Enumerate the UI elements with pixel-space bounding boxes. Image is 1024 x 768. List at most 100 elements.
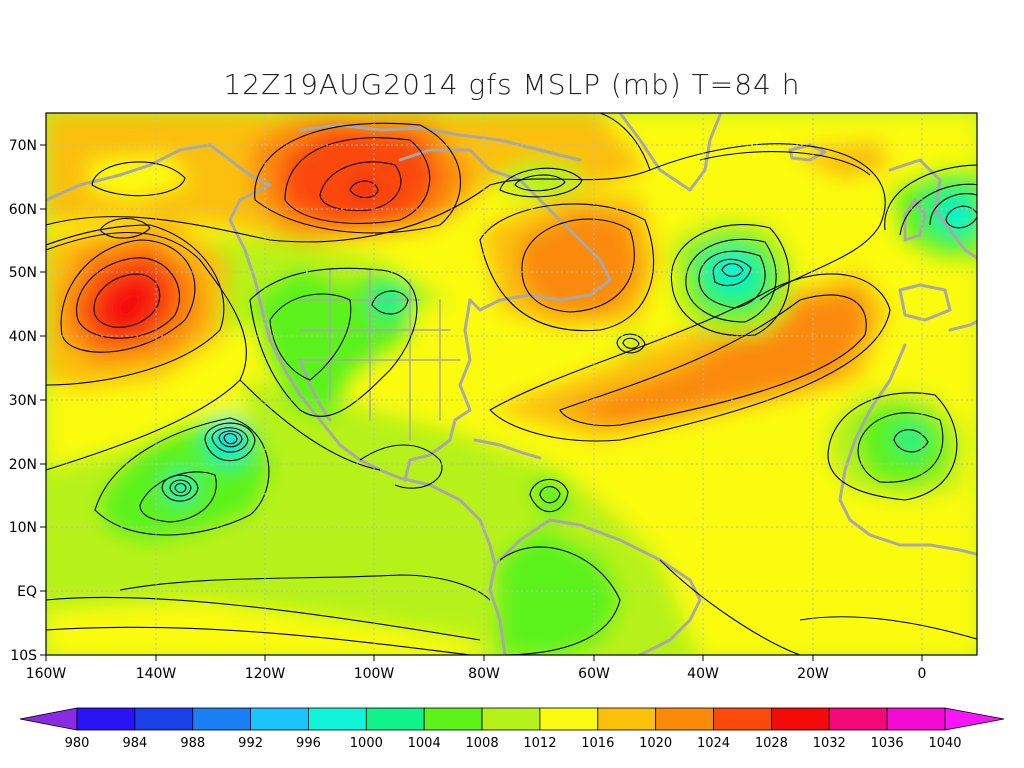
lon-label: 120W — [245, 666, 286, 682]
isobar-north-1020 — [46, 113, 651, 243]
colorbar-swatch — [423, 707, 483, 731]
isobar-atlantic-low-1008 — [685, 238, 777, 323]
isobars — [46, 113, 977, 655]
colorbar-level-label: 980 — [65, 736, 90, 751]
isobar-sahara-1012 — [827, 392, 958, 501]
isobar-hawaii-r3 — [218, 430, 243, 448]
isobar-us-west-1008 — [269, 293, 352, 381]
coast-europe — [888, 158, 977, 260]
colorbar: 980 984 988 992 996 1000 1004 1008 1012 1016 1020 1… — [19, 707, 1005, 751]
isobar-canada-1030 — [319, 161, 402, 212]
colorbar-level-label: 1028 — [755, 736, 788, 751]
coast-north-america-west — [228, 218, 497, 567]
coast-baja — [298, 358, 332, 422]
colorbar-swatch — [828, 707, 888, 731]
isobar-atlantic-low-1000 — [712, 258, 752, 286]
isobar-tropic-1012 — [46, 626, 471, 655]
colorbar-swatch — [597, 707, 657, 731]
isobar-hawaii2-r2 — [169, 479, 192, 497]
isobar-pacific-1020 — [46, 224, 225, 386]
colorbar-swatch — [771, 707, 830, 731]
lon-label: 0 — [918, 666, 927, 682]
isobar-tropic-1016 — [46, 596, 481, 641]
isobar-us-west-1012 — [249, 267, 418, 417]
isobar-hudson-1020 — [479, 203, 655, 332]
us-state-lines — [299, 269, 461, 441]
lat-label: 30N — [9, 393, 37, 409]
isobar-tropic-1014 — [119, 574, 491, 601]
isobar-canada-1032 — [349, 180, 379, 199]
lon-label: 80W — [468, 666, 500, 682]
isobar-labrador-low — [499, 167, 583, 198]
lat-label: 10N — [9, 520, 37, 536]
isobar-hawaii-r2 — [211, 427, 249, 453]
colorbar-swatch — [76, 707, 136, 731]
isobar-europe-1004 — [929, 193, 977, 226]
colorbar-swatch — [250, 707, 309, 731]
colorbar-min-arrow — [19, 707, 78, 731]
colorbar-max-arrow — [944, 707, 1005, 731]
isobar-hawaii-r1 — [204, 422, 256, 462]
colorbar-swatch — [308, 707, 367, 731]
atlantic-1024-ridge — [560, 290, 870, 425]
coast-cuba — [473, 438, 542, 460]
map-title: 12Z19AUG2014 gfs MSLP (mb) T=84 h — [223, 68, 801, 101]
lat-label: 10S — [10, 648, 37, 664]
isobar-north-atlantic-1020 — [699, 151, 871, 176]
colorbar-swatch — [192, 707, 252, 731]
isobar-europe-1008 — [899, 183, 977, 236]
isobar-atlantic-low-1004 — [698, 250, 766, 309]
colorbar-level-label: 984 — [122, 736, 147, 751]
isobar-canada-1028 — [284, 137, 431, 224]
isobar-caribbean-low — [529, 478, 569, 513]
isobar-north-atlantic-1016 — [649, 143, 886, 301]
colorbar-swatch — [655, 707, 714, 731]
coast-north-america-east — [403, 298, 472, 482]
lon-label: 40W — [687, 666, 719, 682]
colorbar-level-label: 1032 — [813, 736, 846, 751]
lat-label: 50N — [9, 265, 37, 281]
isobar-europe-1012 — [884, 164, 977, 231]
isobar-hawaii2-r3 — [174, 482, 187, 494]
isobar-alaska-high — [91, 161, 186, 197]
colorbar-swatch — [713, 707, 772, 731]
isobar-alaska-high-2 — [99, 217, 151, 239]
isobar-hudson-1024 — [521, 218, 635, 313]
colorbar-level-label: 996 — [296, 736, 321, 751]
isobar-small-atlantic-low-2 — [622, 337, 640, 349]
colorbar-level-label: 1020 — [639, 736, 672, 751]
lon-label: 60W — [578, 666, 610, 682]
south-america-1008 — [500, 530, 620, 655]
us-west-1004 — [370, 282, 410, 320]
lat-label: EQ — [17, 584, 37, 600]
axis-ticks — [40, 144, 923, 661]
isobar-europe-1000 — [945, 205, 977, 229]
colorbar-level-label: 1036 — [871, 736, 904, 751]
isobar-labrador-low-2 — [514, 174, 566, 192]
canada-1028-high — [280, 125, 440, 225]
south-1016-band — [46, 600, 480, 655]
isobar-hawaii-1012 — [94, 417, 270, 536]
coast-alaska — [46, 143, 272, 222]
coast-greenland — [618, 113, 722, 192]
coast-south-america-west — [488, 563, 507, 655]
isobar-atlantic-ridge-1024 — [559, 294, 867, 427]
colorbar-level-label: 1012 — [523, 736, 556, 751]
coast-hudson-labrador — [398, 148, 612, 312]
isobar-pacific-1016 — [46, 231, 248, 471]
canada-1032-core — [350, 178, 378, 200]
isobar-atlantic-1016-south — [659, 559, 801, 655]
lat-label: 60N — [9, 202, 37, 218]
isobar-atlantic-low-996 — [721, 263, 744, 277]
lon-label: 160W — [26, 666, 67, 682]
isobar-west-coast-1012 — [239, 379, 381, 471]
sahara-1004 — [895, 424, 928, 455]
map-frame — [45, 112, 978, 656]
colorbar-swatch — [886, 707, 946, 731]
isobar-pacific-1028 — [76, 257, 180, 339]
isobar-canada-1024 — [254, 122, 461, 234]
isobar-hawaii2-r1 — [161, 474, 199, 502]
isobar-atlantic-ridge-1020 — [489, 273, 891, 442]
lon-labels: 160W 140W 120W 100W 80W 60W 40W 20W 0 — [26, 666, 927, 682]
